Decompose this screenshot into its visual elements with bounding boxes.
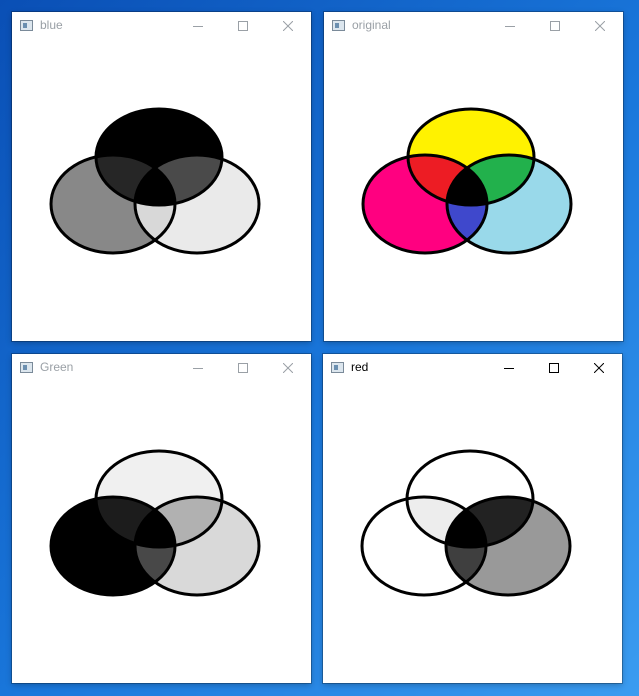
maximize-icon [238,363,248,373]
titlebar[interactable]: red [323,354,622,382]
app-icon [20,20,33,31]
image-canvas [324,40,623,346]
venn-diagram [49,107,261,255]
window-title: Green [40,360,74,374]
minimize-button[interactable] [175,12,221,40]
outline-right [133,495,261,597]
titlebar[interactable]: blue [12,12,311,40]
close-icon [283,21,293,31]
venn-diagram [49,449,261,597]
maximize-button[interactable] [220,354,266,382]
close-icon [594,363,604,373]
minimize-icon [505,26,515,27]
close-button[interactable] [577,12,623,40]
outline-right [445,153,573,255]
outline-right [133,153,261,255]
maximize-icon [549,363,559,373]
window-title: blue [40,18,63,32]
window-green[interactable]: Green [12,354,311,683]
minimize-button[interactable] [486,354,532,382]
outline-left [49,495,177,597]
titlebar[interactable]: Green [12,354,311,382]
outline-right [444,495,572,597]
minimize-icon [193,26,203,27]
outline-left [360,495,488,597]
outline-left [361,153,489,255]
maximize-button[interactable] [531,354,577,382]
minimize-icon [193,368,203,369]
window-title: red [351,360,369,374]
titlebar[interactable]: original [324,12,623,40]
venn-diagram [361,107,573,255]
close-button[interactable] [576,354,622,382]
maximize-button[interactable] [220,12,266,40]
close-button[interactable] [265,12,311,40]
app-icon [332,20,345,31]
minimize-button[interactable] [487,12,533,40]
window-title: original [352,18,391,32]
app-icon [20,362,33,373]
venn-diagram [360,449,572,597]
maximize-button[interactable] [532,12,578,40]
close-icon [595,21,605,31]
close-icon [283,363,293,373]
window-original[interactable]: original [324,12,623,341]
window-blue[interactable]: blue [12,12,311,341]
minimize-icon [504,368,514,369]
image-canvas [323,382,622,688]
image-canvas [12,382,311,688]
image-canvas [12,40,311,346]
maximize-icon [238,21,248,31]
window-red[interactable]: red [323,354,622,683]
outline-left [49,153,177,255]
minimize-button[interactable] [175,354,221,382]
maximize-icon [550,21,560,31]
app-icon [331,362,344,373]
close-button[interactable] [265,354,311,382]
